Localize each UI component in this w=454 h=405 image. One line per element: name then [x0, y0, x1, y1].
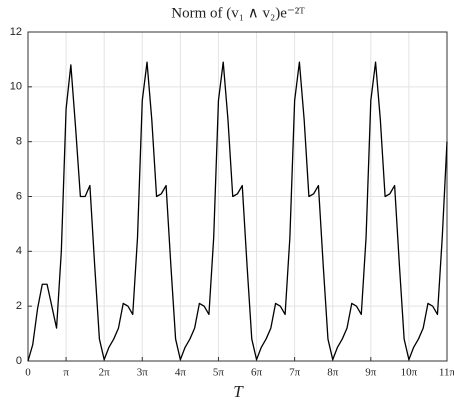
y-tick-label: 8 — [16, 136, 22, 148]
x-tick-label: 11π — [439, 367, 454, 379]
x-tick-label: 10π — [401, 367, 418, 379]
x-tick-label: 0 — [25, 367, 31, 379]
x-axis-label: T — [233, 382, 244, 401]
x-tick-label: 2π — [99, 367, 111, 379]
data-line — [27, 61, 448, 362]
x-tick-label: 5π — [213, 367, 225, 379]
y-tick-label: 2 — [16, 300, 22, 312]
x-tick-label: 7π — [289, 367, 301, 379]
x-tick-label: 9π — [365, 367, 377, 379]
x-tick-label: 8π — [327, 367, 339, 379]
y-tick-label: 10 — [10, 81, 22, 93]
x-tick-label: 6π — [251, 367, 263, 379]
x-tick-label: π — [63, 367, 69, 379]
y-tick-label: 4 — [16, 245, 22, 257]
y-tick-label: 6 — [16, 190, 22, 202]
y-tick-label: 0 — [16, 355, 22, 367]
plot-frame — [27, 31, 448, 362]
chart-title: Norm of (v₁ ∧ v₂)e⁻²ᵀ — [171, 5, 305, 21]
x-tick-label: 4π — [175, 367, 187, 379]
x-tick-label: 3π — [137, 367, 149, 379]
y-tick-label: 12 — [10, 26, 22, 38]
